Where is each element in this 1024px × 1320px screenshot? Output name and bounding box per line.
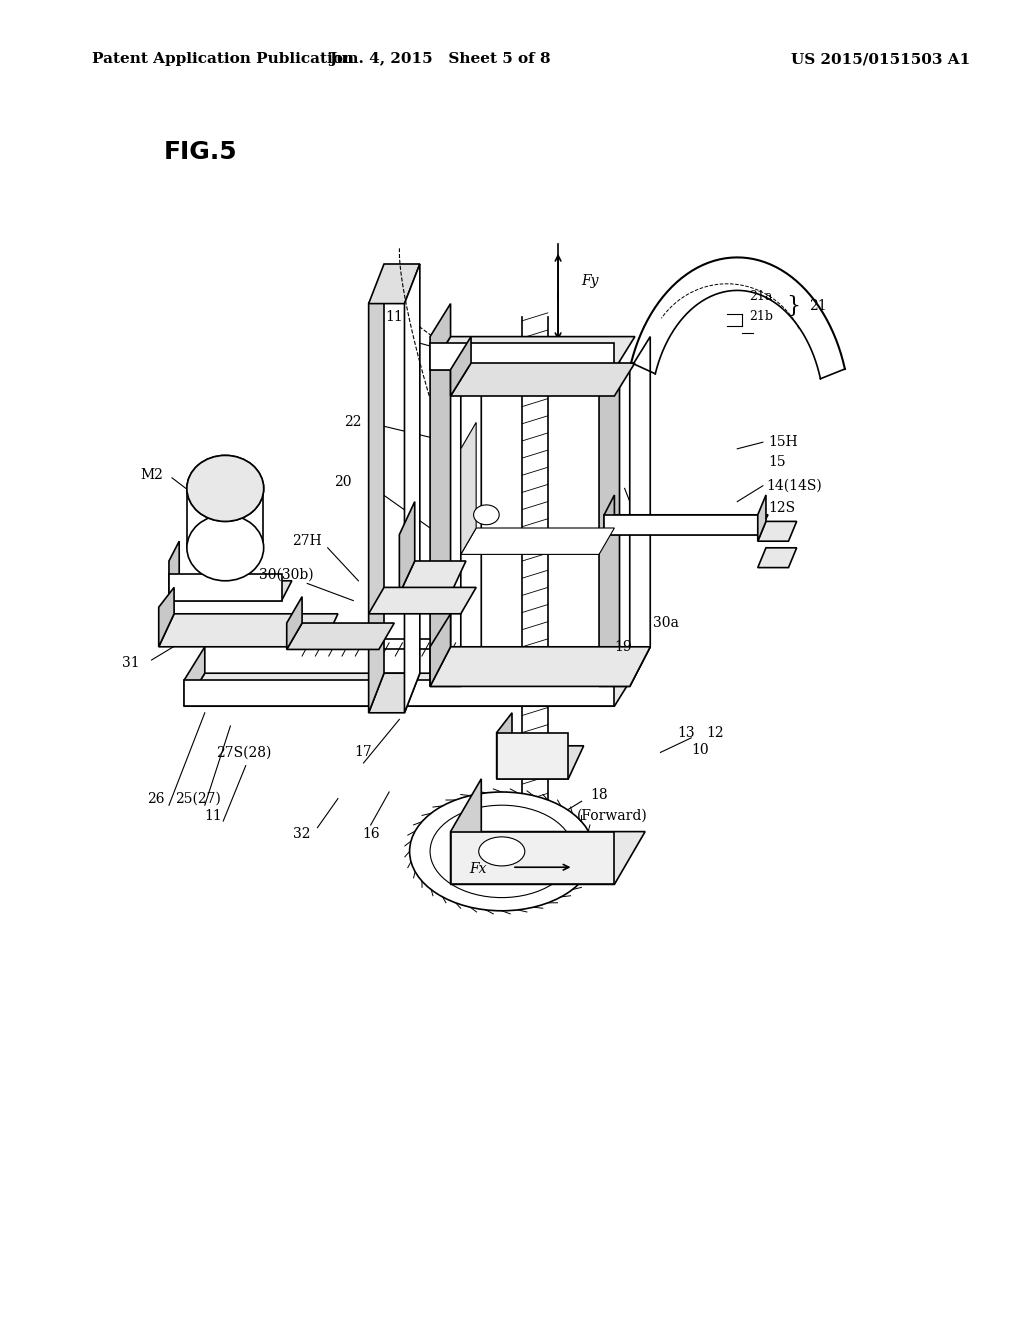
Polygon shape <box>430 614 451 686</box>
Polygon shape <box>630 337 650 686</box>
Polygon shape <box>604 495 614 535</box>
Text: M2: M2 <box>140 469 163 482</box>
Polygon shape <box>758 521 797 541</box>
Text: Jun. 4, 2015   Sheet 5 of 8: Jun. 4, 2015 Sheet 5 of 8 <box>330 53 551 66</box>
Text: US 2015/0151503 A1: US 2015/0151503 A1 <box>791 53 971 66</box>
Text: 10: 10 <box>691 743 710 756</box>
Polygon shape <box>369 587 476 614</box>
Polygon shape <box>159 587 174 647</box>
Polygon shape <box>169 581 292 601</box>
Polygon shape <box>430 647 481 686</box>
Polygon shape <box>604 515 758 535</box>
Polygon shape <box>404 264 420 713</box>
Text: 12S: 12S <box>768 502 795 515</box>
Text: 22: 22 <box>344 416 362 429</box>
Polygon shape <box>451 832 614 884</box>
Text: 17: 17 <box>354 746 373 759</box>
Polygon shape <box>287 597 302 649</box>
Polygon shape <box>399 561 466 594</box>
Polygon shape <box>430 337 451 686</box>
Text: 21b: 21b <box>750 310 773 323</box>
Polygon shape <box>430 647 650 686</box>
Polygon shape <box>451 337 471 396</box>
Text: 12: 12 <box>706 726 724 739</box>
Text: 18: 18 <box>590 788 608 801</box>
Text: 13: 13 <box>677 726 695 739</box>
Polygon shape <box>451 779 481 884</box>
Text: Patent Application Publication: Patent Application Publication <box>92 53 354 66</box>
Polygon shape <box>451 832 645 884</box>
Text: 32: 32 <box>293 828 311 841</box>
Text: 30a: 30a <box>653 616 679 630</box>
Text: 15: 15 <box>768 455 785 469</box>
Polygon shape <box>430 343 614 370</box>
Polygon shape <box>461 422 476 554</box>
Text: 21a: 21a <box>750 290 773 304</box>
Polygon shape <box>430 337 635 370</box>
Text: Fx: Fx <box>469 862 487 875</box>
Ellipse shape <box>186 455 264 521</box>
Polygon shape <box>184 680 614 706</box>
Text: 27H: 27H <box>293 535 322 548</box>
Polygon shape <box>184 673 635 706</box>
Text: 19: 19 <box>614 640 632 653</box>
Text: 31: 31 <box>122 656 140 669</box>
Polygon shape <box>369 673 420 713</box>
Text: 26: 26 <box>146 792 165 805</box>
Text: 16: 16 <box>361 828 380 841</box>
Polygon shape <box>169 574 282 601</box>
Polygon shape <box>369 277 384 713</box>
Polygon shape <box>758 548 797 568</box>
Text: 14(14S): 14(14S) <box>766 479 821 492</box>
Ellipse shape <box>473 506 500 525</box>
Text: 15H: 15H <box>768 436 798 449</box>
Polygon shape <box>430 304 451 370</box>
Text: Fy: Fy <box>582 275 599 288</box>
Ellipse shape <box>186 515 264 581</box>
Text: 11: 11 <box>385 310 403 323</box>
Polygon shape <box>169 541 179 601</box>
Ellipse shape <box>478 837 524 866</box>
Text: 30(30b): 30(30b) <box>259 568 314 581</box>
Polygon shape <box>451 363 635 396</box>
Polygon shape <box>604 515 768 535</box>
Polygon shape <box>497 733 568 779</box>
Polygon shape <box>497 713 512 779</box>
Polygon shape <box>461 528 614 554</box>
Polygon shape <box>399 502 415 594</box>
Ellipse shape <box>186 455 264 521</box>
Polygon shape <box>758 495 766 541</box>
Text: 25(27): 25(27) <box>175 792 220 805</box>
Text: 20: 20 <box>334 475 352 488</box>
Polygon shape <box>287 623 394 649</box>
Text: 27S(28): 27S(28) <box>216 746 271 759</box>
Polygon shape <box>599 647 650 686</box>
Polygon shape <box>369 264 420 304</box>
Text: FIG.5: FIG.5 <box>164 140 238 164</box>
Text: 11: 11 <box>204 809 222 822</box>
Text: (Forward): (Forward) <box>577 809 648 822</box>
Polygon shape <box>599 337 620 686</box>
Polygon shape <box>159 614 338 647</box>
Text: }: } <box>786 296 801 317</box>
Ellipse shape <box>410 792 594 911</box>
Text: 21: 21 <box>809 300 826 313</box>
Polygon shape <box>461 337 481 686</box>
Ellipse shape <box>430 805 573 898</box>
Polygon shape <box>497 746 584 779</box>
Polygon shape <box>184 647 205 706</box>
